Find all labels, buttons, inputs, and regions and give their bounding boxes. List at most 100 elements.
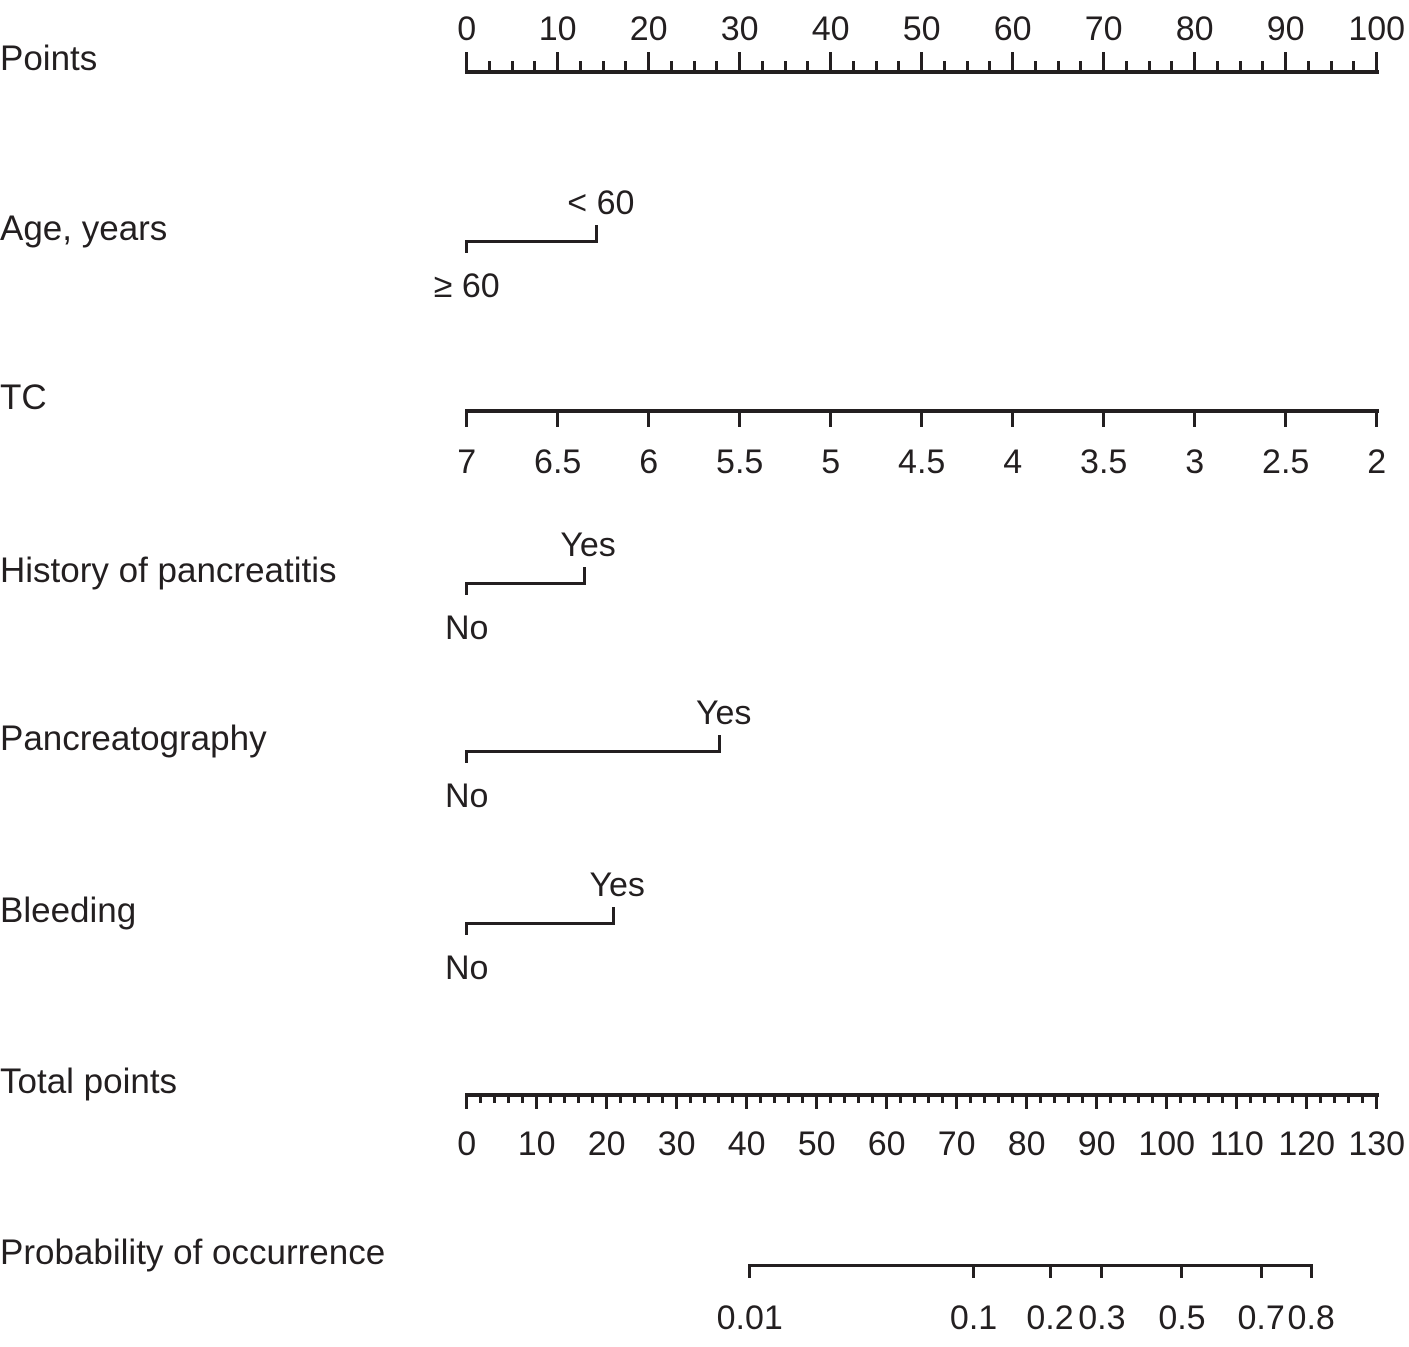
no-label-age: ≥ 60 [433,267,500,305]
tick-label-points: 80 [1175,10,1214,48]
major-tick-total-points [1165,1097,1169,1109]
tick-label-points: 40 [811,10,850,48]
minor-tick-points [624,61,628,70]
minor-tick-points [988,61,992,70]
major-tick-total-points [675,1097,679,1109]
prob-tick-probability [1048,1267,1052,1278]
minor-tick-total-points [1081,1097,1085,1103]
minor-tick-total-points [843,1097,847,1103]
tick-label-tc: 3 [1185,443,1205,481]
major-tick-total-points [605,1097,609,1109]
prob-tick-probability [1309,1267,1313,1278]
minor-tick-points [965,61,969,70]
minor-tick-total-points [1333,1097,1337,1103]
major-tick-tc [647,413,651,427]
minor-tick-total-points [857,1097,861,1103]
minor-tick-total-points [647,1097,651,1103]
major-tick-tc [738,413,742,427]
major-tick-tc [1193,413,1197,427]
major-tick-points [1011,52,1015,70]
major-tick-total-points [1095,1097,1099,1109]
minor-tick-points [510,61,514,70]
major-tick-tc [1375,413,1379,427]
minor-tick-total-points [941,1097,945,1103]
prob-tick-probability [748,1267,752,1278]
yes-label-pancreatography: Yes [695,694,752,732]
minor-tick-total-points [969,1097,973,1103]
major-tick-tc [829,413,833,427]
tick-label-total-points: 0 [457,1125,477,1163]
minor-tick-points [533,61,537,70]
minor-tick-total-points [829,1097,833,1103]
prob-tick-label-probability: 0.1 [949,1299,998,1337]
prob-tick-probability [1180,1267,1184,1278]
minor-tick-total-points [591,1097,595,1103]
no-tick-history [465,585,469,595]
minor-tick-total-points [1361,1097,1365,1103]
minor-tick-total-points [1123,1097,1127,1103]
major-tick-total-points [1235,1097,1239,1109]
minor-tick-points [601,61,605,70]
no-label-history: No [444,609,489,647]
major-tick-points [556,52,560,70]
minor-tick-total-points [1067,1097,1071,1103]
tick-label-points: 100 [1348,10,1406,48]
axis-line-pancreatography [465,750,722,753]
major-tick-points [738,52,742,70]
minor-tick-total-points [577,1097,581,1103]
yes-tick-bleeding [611,907,615,925]
tick-label-total-points: 50 [797,1125,836,1163]
minor-tick-total-points [493,1097,497,1103]
prob-tick-probability [1100,1267,1104,1278]
tick-label-tc: 5 [821,443,841,481]
minor-tick-total-points [1053,1097,1057,1103]
no-tick-age [465,243,469,253]
minor-tick-total-points [717,1097,721,1103]
minor-tick-points [1238,61,1242,70]
minor-tick-points [942,61,946,70]
row-label-bleeding: Bleeding [0,891,137,930]
prob-tick-label-probability: 0.3 [1078,1299,1126,1337]
minor-tick-total-points [619,1097,623,1103]
tick-label-total-points: 60 [867,1125,906,1163]
minor-tick-total-points [1151,1097,1155,1103]
minor-tick-points [669,61,673,70]
major-tick-total-points [1375,1097,1379,1109]
minor-tick-points [1147,61,1151,70]
major-tick-tc [1284,413,1288,427]
minor-tick-points [1056,61,1060,70]
tick-label-points: 20 [629,10,668,48]
major-tick-points [1375,52,1379,70]
tick-label-tc: 5.5 [716,443,764,481]
minor-tick-points [1329,61,1333,70]
minor-tick-total-points [913,1097,917,1103]
minor-tick-total-points [1137,1097,1141,1103]
tick-label-total-points: 40 [727,1125,766,1163]
minor-tick-total-points [1221,1097,1225,1103]
minor-tick-total-points [773,1097,777,1103]
minor-tick-points [1170,61,1174,70]
tick-label-total-points: 80 [1007,1125,1046,1163]
major-tick-tc [556,413,560,427]
minor-tick-total-points [1319,1097,1323,1103]
minor-tick-total-points [731,1097,735,1103]
no-tick-pancreatography [465,753,469,763]
axis-line-age [465,240,599,243]
major-tick-total-points [1025,1097,1029,1109]
tick-label-tc: 4 [1003,443,1023,481]
row-label-pancreatography: Pancreatography [0,719,267,758]
minor-tick-points [783,61,787,70]
major-tick-points [1193,52,1197,70]
prob-tick-label-probability: 0.7 [1237,1299,1285,1337]
axis-line-probability [748,1264,1313,1267]
tick-label-tc: 6.5 [534,443,582,481]
minor-tick-total-points [759,1097,763,1103]
major-tick-total-points [885,1097,889,1109]
no-label-bleeding: No [444,949,489,987]
major-tick-points [1284,52,1288,70]
minor-tick-points [806,61,810,70]
minor-tick-points [1261,61,1265,70]
tick-label-points: 90 [1266,10,1305,48]
tick-label-total-points: 20 [587,1125,626,1163]
minor-tick-points [1124,61,1128,70]
